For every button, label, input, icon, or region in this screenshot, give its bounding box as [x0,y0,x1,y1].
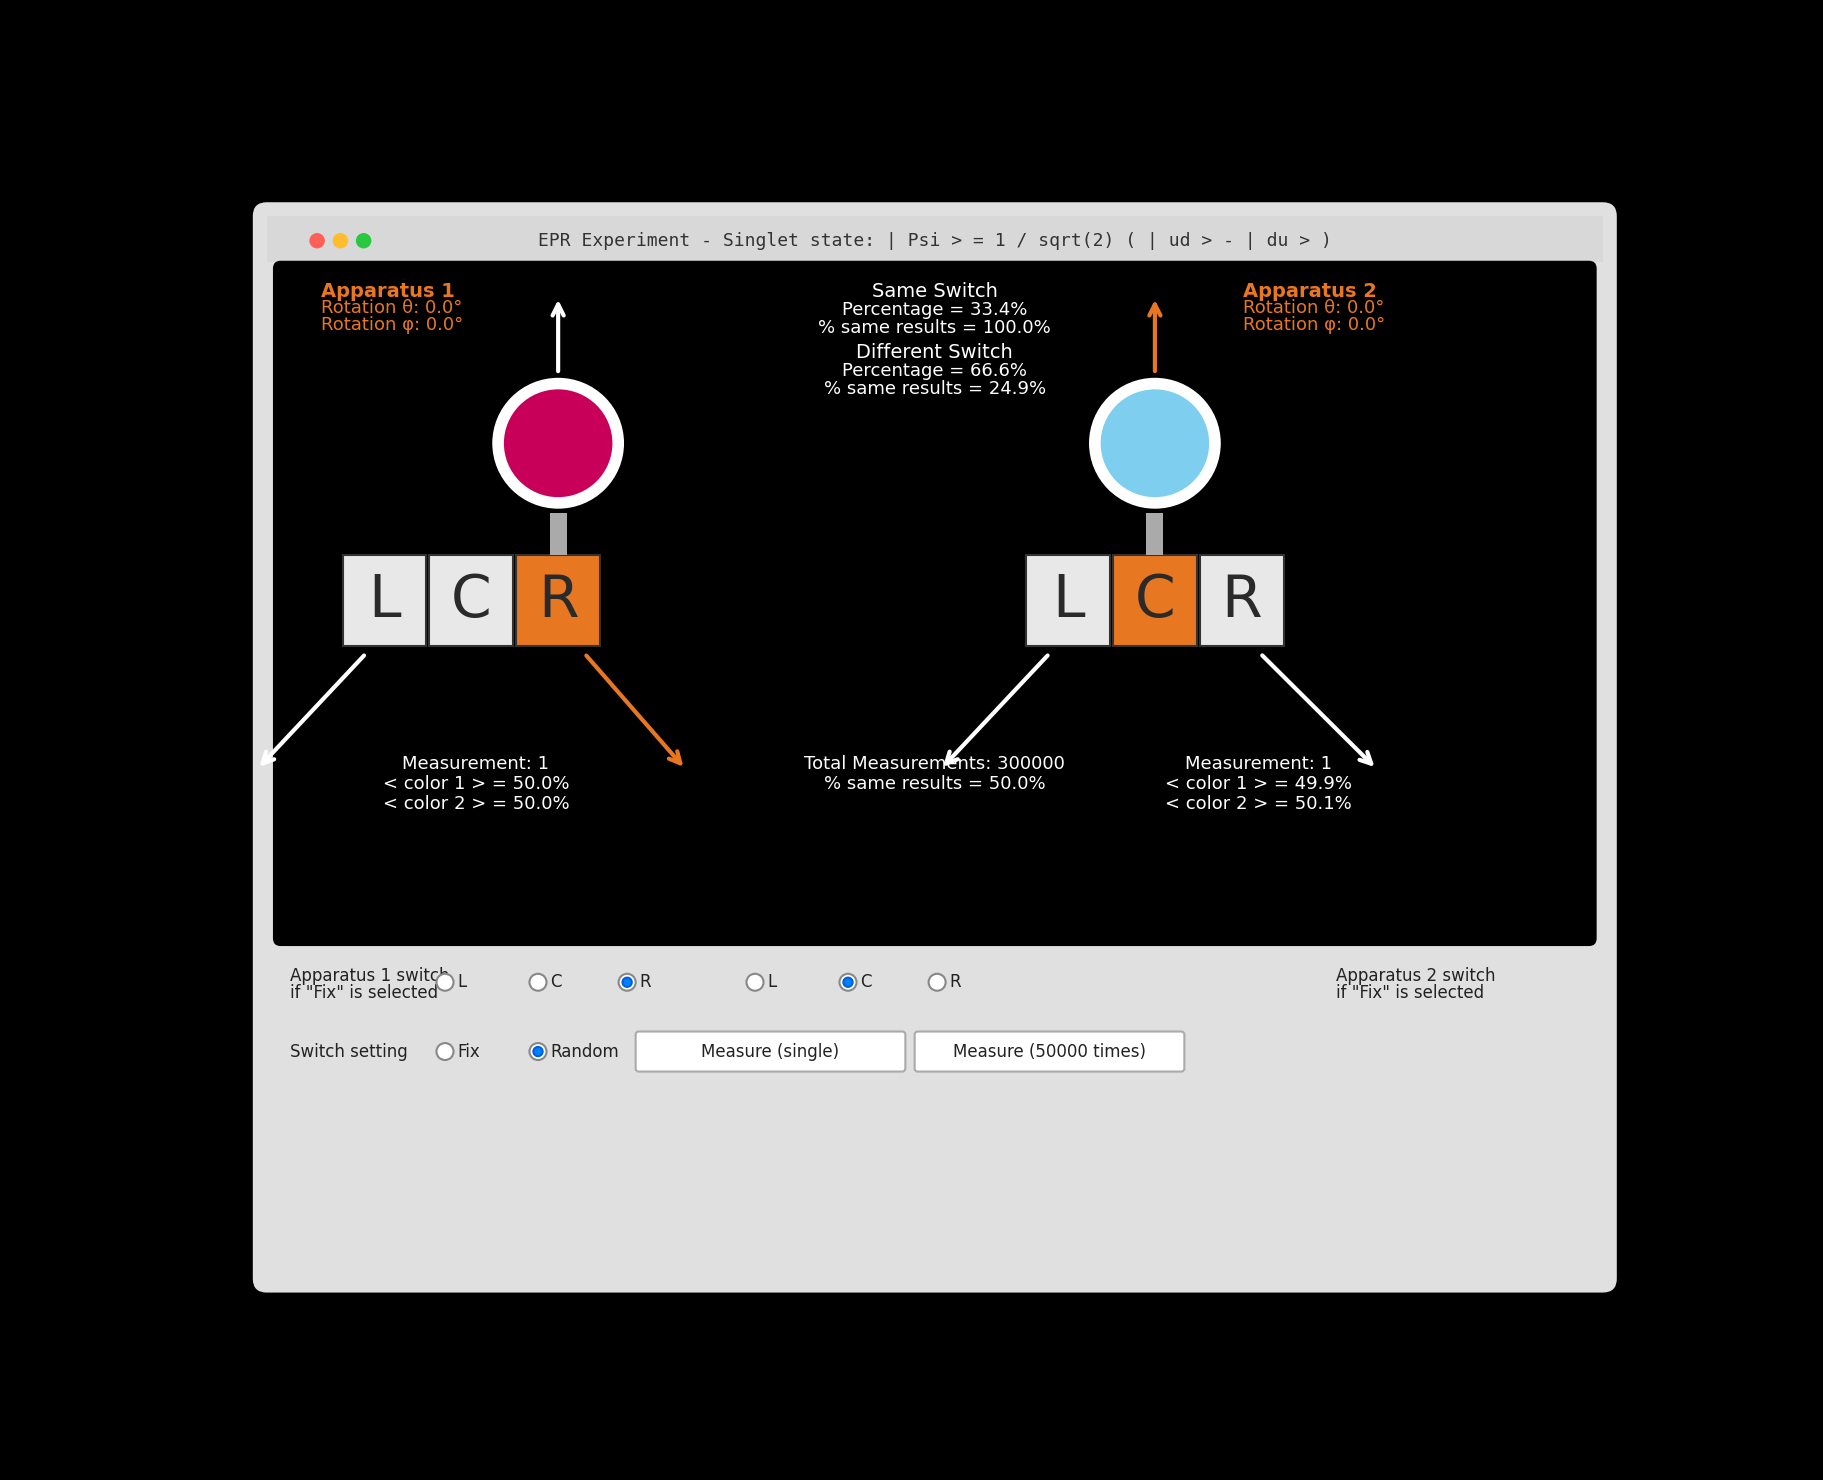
Text: Random: Random [551,1042,618,1061]
Text: Percentage = 33.4%: Percentage = 33.4% [842,300,1026,318]
Text: Same Switch: Same Switch [871,281,997,300]
Circle shape [492,377,623,509]
Circle shape [618,974,634,990]
Text: < color 1 > = 50.0%: < color 1 > = 50.0% [383,776,569,793]
Text: Fix: Fix [458,1042,479,1061]
Text: Apparatus 2: Apparatus 2 [1243,281,1376,300]
Text: Apparatus 2 switch: Apparatus 2 switch [1336,966,1495,984]
Text: Switch setting: Switch setting [290,1042,408,1061]
Text: R: R [538,571,578,629]
Bar [549,512,567,555]
Circle shape [928,974,944,990]
Text: Measurement: 1: Measurement: 1 [403,755,549,773]
Text: EPR Experiment - Singlet state: | Psi > = 1 / sqrt(2) ( | ud > - | du > ): EPR Experiment - Singlet state: | Psi > … [538,232,1331,250]
Text: if "Fix" is selected: if "Fix" is selected [290,984,438,1002]
Text: Different Switch: Different Switch [857,343,1012,363]
Text: Rotation θ: 0.0°: Rotation θ: 0.0° [1243,299,1384,317]
Text: Rotation φ: 0.0°: Rotation φ: 0.0° [321,317,463,334]
Circle shape [532,1046,543,1057]
Circle shape [355,232,372,249]
Text: R: R [950,974,961,992]
Circle shape [746,974,764,990]
Text: if "Fix" is selected: if "Fix" is selected [1336,984,1484,1002]
Circle shape [436,974,454,990]
Bar [343,555,427,645]
Text: < color 1 > = 49.9%: < color 1 > = 49.9% [1165,776,1351,793]
Text: R: R [1221,571,1262,629]
Text: C: C [1134,571,1174,629]
Circle shape [839,974,857,990]
Text: Apparatus 1: Apparatus 1 [321,281,454,300]
Text: % same results = 100.0%: % same results = 100.0% [819,318,1050,336]
Text: < color 2 > = 50.0%: < color 2 > = 50.0% [383,795,569,813]
Text: % same results = 50.0%: % same results = 50.0% [824,776,1045,793]
Bar [1112,555,1196,645]
Text: L: L [1052,571,1085,629]
Text: L: L [368,571,401,629]
Circle shape [332,232,348,249]
FancyBboxPatch shape [253,203,1615,1292]
Text: Measure (50000 times): Measure (50000 times) [952,1042,1145,1061]
Bar [1200,555,1283,645]
FancyBboxPatch shape [634,1032,904,1072]
Text: C: C [551,974,561,992]
Text: Total Measurements: 300000: Total Measurements: 300000 [804,755,1065,773]
Text: C: C [860,974,871,992]
Bar [1026,555,1110,645]
Text: C: C [450,571,492,629]
Text: < color 2 > = 50.1%: < color 2 > = 50.1% [1165,795,1351,813]
Text: Rotation φ: 0.0°: Rotation φ: 0.0° [1243,317,1385,334]
Circle shape [529,1043,547,1060]
Circle shape [529,974,547,990]
Circle shape [622,978,631,987]
Text: Apparatus 1 switch: Apparatus 1 switch [290,966,448,984]
Circle shape [1088,377,1220,509]
Circle shape [310,232,324,249]
Text: Rotation θ: 0.0°: Rotation θ: 0.0° [321,299,461,317]
Circle shape [842,978,851,987]
Text: Measurement: 1: Measurement: 1 [1185,755,1331,773]
Text: L: L [767,974,777,992]
Circle shape [503,389,613,497]
FancyBboxPatch shape [273,260,1595,946]
Bar [266,216,1602,262]
Circle shape [436,1043,454,1060]
Bar [516,555,600,645]
Text: % same results = 24.9%: % same results = 24.9% [824,380,1045,398]
Text: L: L [458,974,467,992]
FancyBboxPatch shape [913,1032,1183,1072]
Text: Measure (single): Measure (single) [702,1042,839,1061]
Text: R: R [640,974,651,992]
Bar [428,555,512,645]
Text: Percentage = 66.6%: Percentage = 66.6% [842,363,1026,380]
Bar [1145,512,1163,555]
Circle shape [1099,389,1209,497]
